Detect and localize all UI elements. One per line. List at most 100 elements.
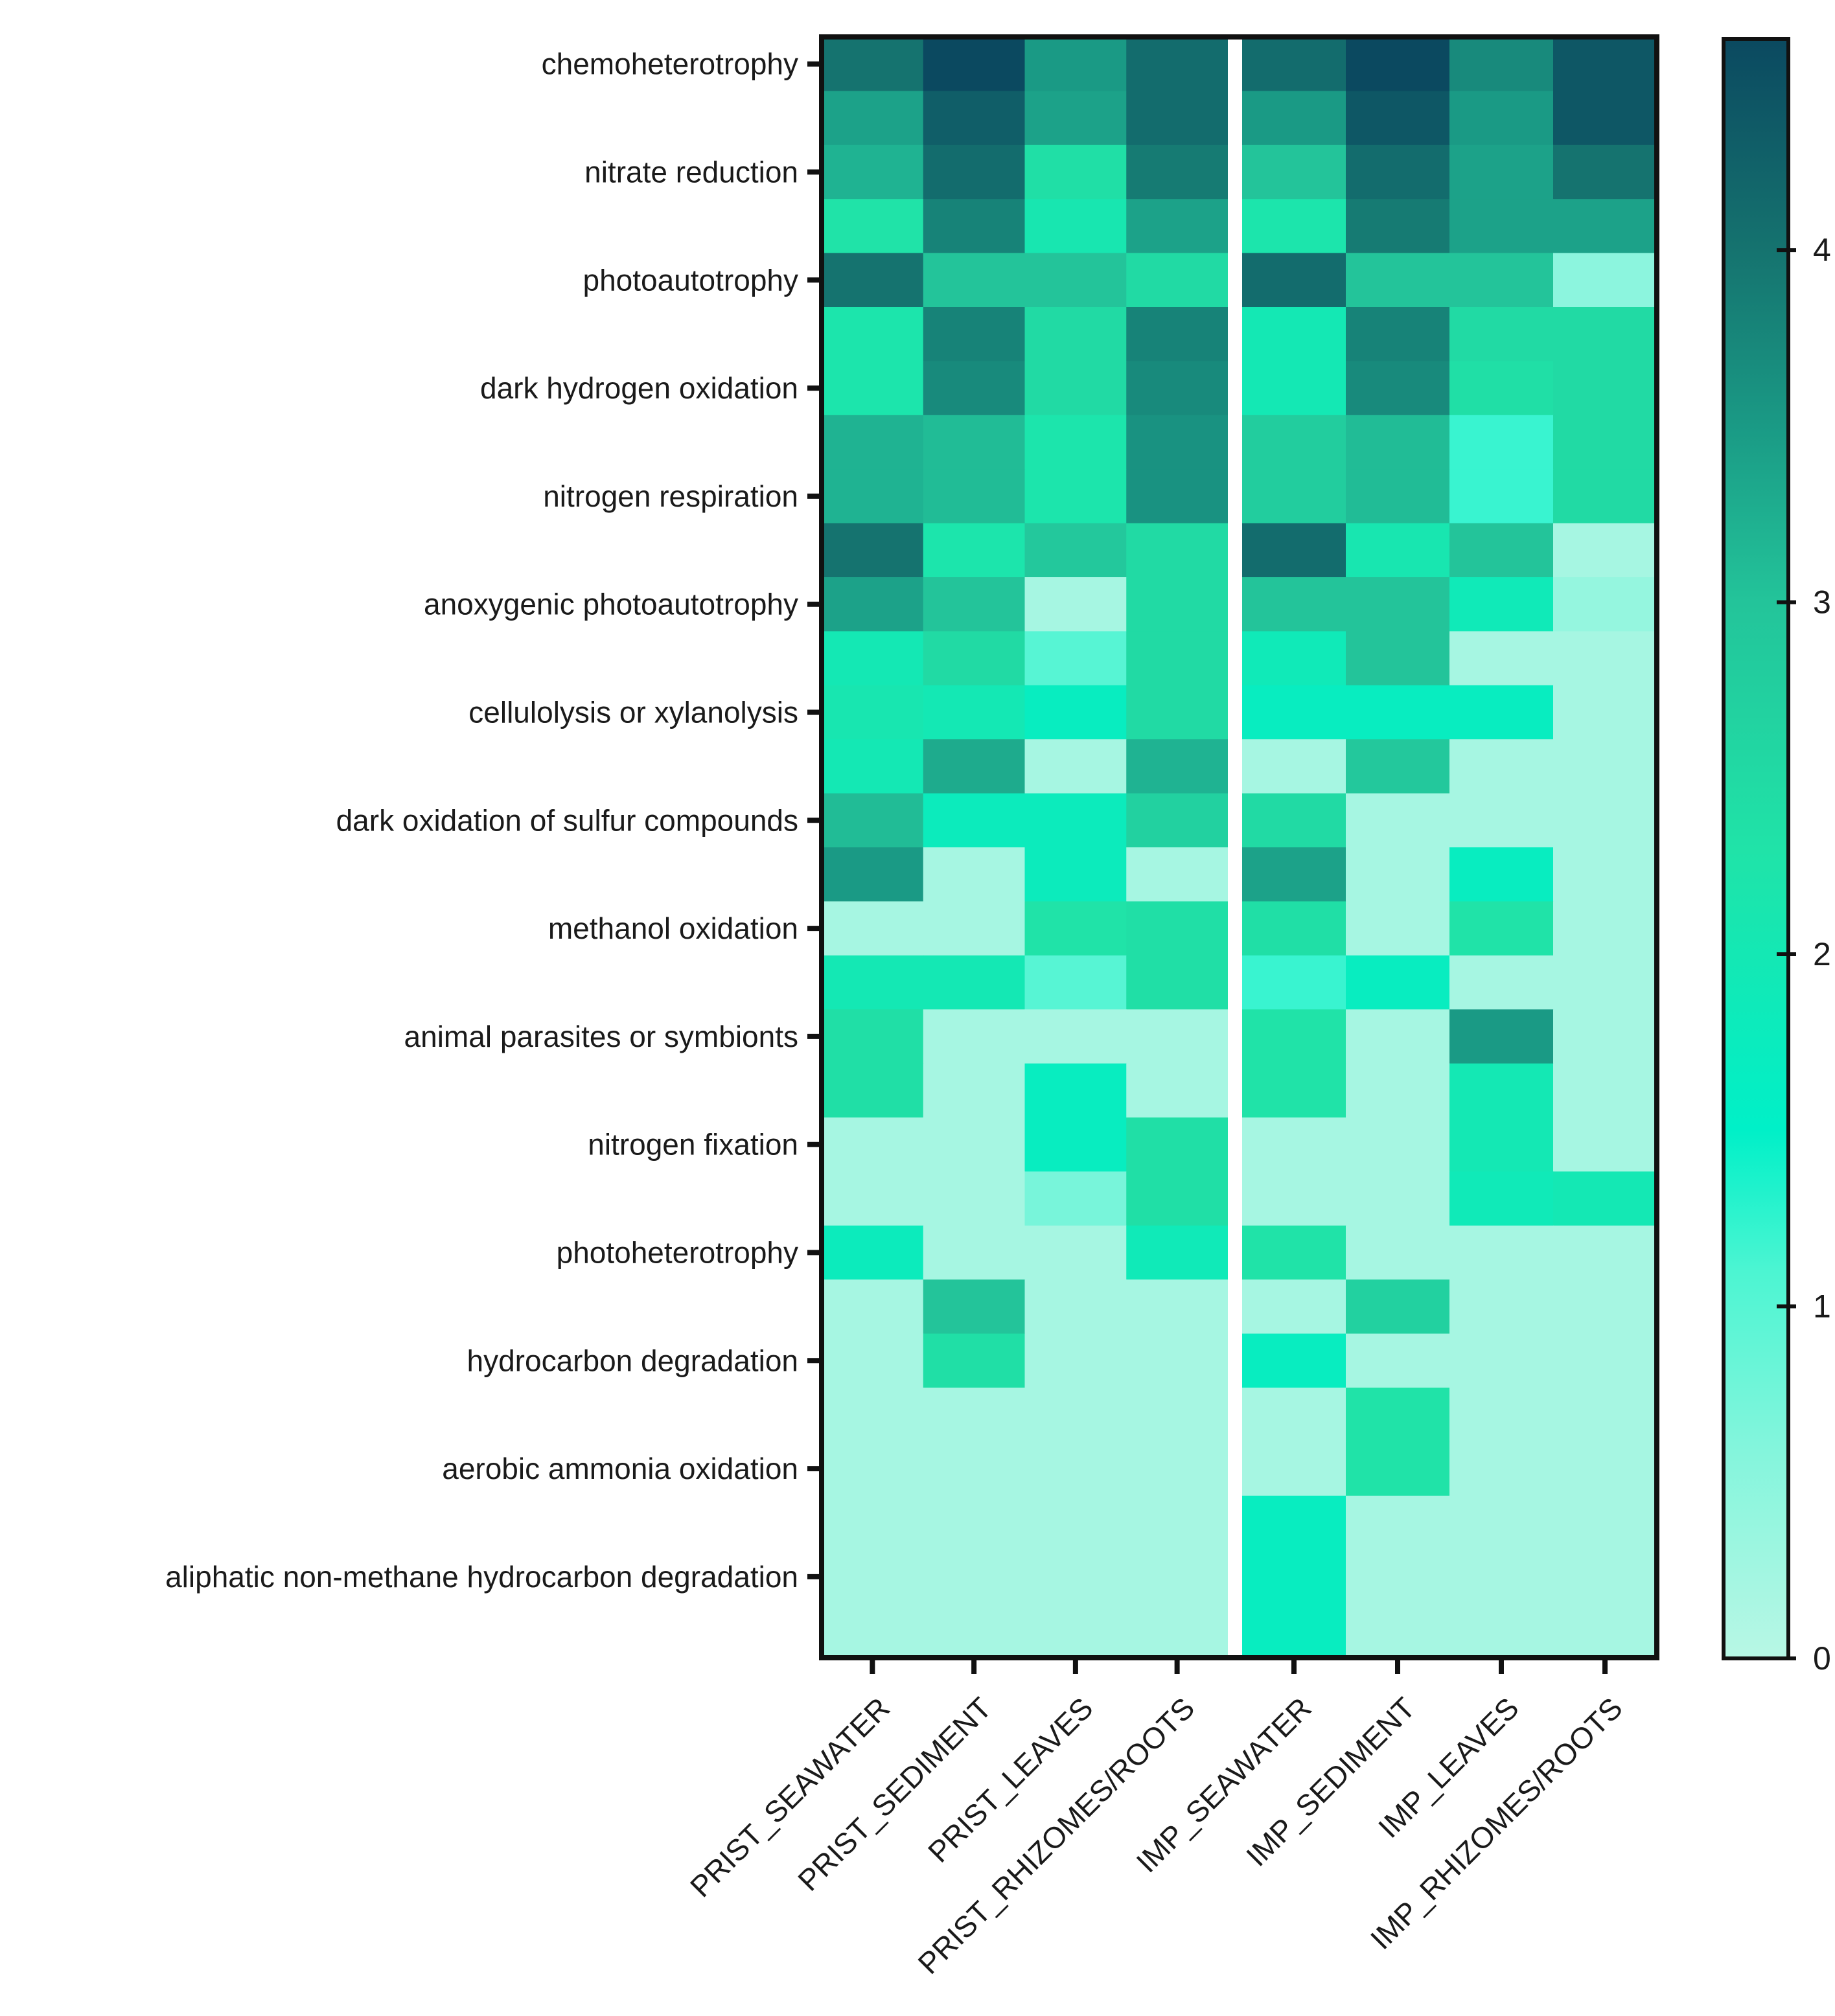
heatmap-cell bbox=[923, 1441, 1026, 1496]
heatmap-cell bbox=[1024, 469, 1127, 524]
heatmap-cell bbox=[1449, 1495, 1554, 1550]
heatmap-cell bbox=[1346, 1225, 1450, 1280]
heatmap-cell bbox=[1553, 469, 1657, 524]
heatmap-cell bbox=[1242, 37, 1346, 91]
heatmap-cell bbox=[822, 1279, 924, 1334]
heatmap-cell bbox=[1449, 901, 1554, 956]
heatmap-cell bbox=[923, 415, 1026, 470]
heatmap-cell bbox=[1553, 901, 1657, 956]
heatmap-cell bbox=[1449, 1388, 1554, 1442]
heatmap-cell bbox=[1449, 739, 1554, 794]
heatmap-cell bbox=[1449, 199, 1554, 254]
heatmap-cell bbox=[1126, 1063, 1229, 1118]
heatmap-cell bbox=[1346, 577, 1450, 632]
heatmap-cell bbox=[1346, 739, 1450, 794]
heatmap-cell bbox=[923, 37, 1026, 91]
heatmap-cell bbox=[822, 1333, 924, 1388]
heatmap-cell bbox=[1126, 1603, 1229, 1658]
heatmap-cell bbox=[1126, 469, 1229, 524]
heatmap-cell bbox=[822, 631, 924, 686]
heatmap-cell bbox=[1242, 469, 1346, 524]
heatmap-cell bbox=[1449, 91, 1554, 146]
heatmap-cell bbox=[1126, 631, 1229, 686]
heatmap-cell bbox=[1449, 1603, 1554, 1658]
heatmap-cell bbox=[923, 199, 1026, 254]
heatmap-cell bbox=[1024, 739, 1127, 794]
heatmap-cell bbox=[1346, 901, 1450, 956]
heatmap-cell bbox=[1126, 1117, 1229, 1172]
heatmap-cell bbox=[1126, 1225, 1229, 1280]
heatmap-cell bbox=[1242, 1550, 1346, 1605]
heatmap-cell bbox=[1024, 253, 1127, 308]
heatmap-cell bbox=[1449, 307, 1554, 361]
row-label: animal parasites or symbionts bbox=[404, 1020, 798, 1053]
heatmap-cell bbox=[923, 955, 1026, 1010]
heatmap-cell bbox=[923, 1225, 1026, 1280]
heatmap-cell bbox=[1126, 199, 1229, 254]
row-label: nitrate reduction bbox=[584, 155, 798, 189]
heatmap-cell bbox=[1126, 1550, 1229, 1605]
heatmap-cell bbox=[822, 37, 924, 91]
heatmap-cell bbox=[1024, 1279, 1127, 1334]
row-label: dark hydrogen oxidation bbox=[480, 371, 798, 405]
heatmap-cell bbox=[923, 469, 1026, 524]
heatmap-cell bbox=[1449, 847, 1554, 902]
heatmap-cell bbox=[1553, 253, 1657, 308]
heatmap-cells bbox=[822, 37, 1657, 1658]
heatmap-cell bbox=[1449, 1550, 1554, 1605]
heatmap-cell bbox=[1242, 253, 1346, 308]
heatmap-cell bbox=[1024, 1009, 1127, 1064]
heatmap-cell bbox=[822, 415, 924, 470]
heatmap-cell bbox=[1242, 901, 1346, 956]
heatmap-cell bbox=[1553, 91, 1657, 146]
heatmap-cell bbox=[1024, 847, 1127, 902]
heatmap-cell bbox=[1346, 1063, 1450, 1118]
heatmap-cell bbox=[1024, 144, 1127, 200]
heatmap-cell bbox=[1553, 415, 1657, 470]
row-label: chemoheterotrophy bbox=[542, 47, 798, 81]
heatmap-cell bbox=[1126, 901, 1229, 956]
heatmap-cell bbox=[923, 307, 1026, 361]
row-label: anoxygenic photoautotrophy bbox=[424, 588, 798, 621]
heatmap-cell bbox=[1242, 847, 1346, 902]
heatmap-cell bbox=[822, 1063, 924, 1118]
heatmap-cell bbox=[1126, 523, 1229, 578]
heatmap-cell bbox=[1346, 415, 1450, 470]
heatmap-cell bbox=[1346, 523, 1450, 578]
row-label: methanol oxidation bbox=[548, 911, 798, 945]
heatmap-cell bbox=[1553, 1603, 1657, 1658]
heatmap-cell bbox=[923, 91, 1026, 146]
heatmap-cell bbox=[1553, 1495, 1657, 1550]
heatmap-cell bbox=[1024, 37, 1127, 91]
heatmap-cell bbox=[923, 1388, 1026, 1442]
heatmap-cell bbox=[1346, 847, 1450, 902]
heatmap-cell bbox=[923, 901, 1026, 956]
heatmap-cell bbox=[1126, 361, 1229, 416]
colorbar: 0 1 2 3 4 bbox=[1722, 37, 1831, 1677]
heatmap-cell bbox=[822, 577, 924, 632]
heatmap-cell bbox=[1024, 1063, 1127, 1118]
heatmap-cell bbox=[1346, 469, 1450, 524]
heatmap-cell bbox=[1449, 469, 1554, 524]
heatmap-cell bbox=[1242, 1279, 1346, 1334]
heatmap-cell bbox=[1242, 577, 1346, 632]
heatmap-cell bbox=[1126, 37, 1229, 91]
heatmap-cell bbox=[1242, 523, 1346, 578]
heatmap-cell bbox=[1449, 1171, 1554, 1226]
heatmap-cell bbox=[1126, 847, 1229, 902]
heatmap-cell bbox=[923, 1117, 1026, 1172]
heatmap-cell bbox=[1126, 1009, 1229, 1064]
heatmap-cell bbox=[923, 1171, 1026, 1226]
heatmap-cell bbox=[1553, 847, 1657, 902]
heatmap-cell bbox=[1449, 523, 1554, 578]
column-label: PRIST_SEDIMENT bbox=[791, 1691, 998, 1897]
heatmap-cell bbox=[822, 1495, 924, 1550]
heatmap-cell bbox=[1024, 91, 1127, 146]
heatmap-cell bbox=[1126, 1441, 1229, 1496]
heatmap-cell bbox=[1346, 793, 1450, 848]
heatmap-cell bbox=[822, 144, 924, 200]
heatmap-cell bbox=[1126, 1171, 1229, 1226]
heatmap-cell bbox=[822, 1117, 924, 1172]
heatmap-cell bbox=[1553, 1117, 1657, 1172]
heatmap-cell bbox=[1553, 577, 1657, 632]
